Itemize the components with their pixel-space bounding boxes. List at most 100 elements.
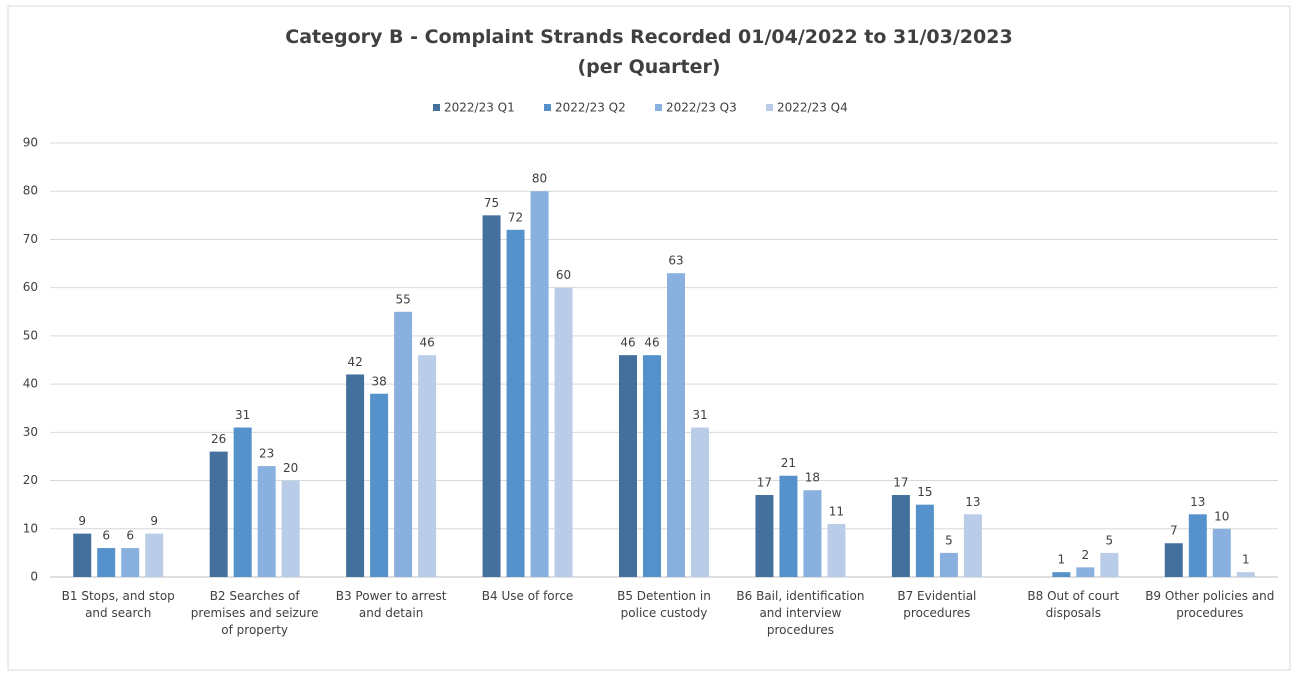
legend-swatch [655, 104, 662, 111]
data-label: 46 [620, 336, 635, 350]
bar [1100, 552, 1119, 577]
bar [915, 504, 934, 577]
y-tick-label: 30 [23, 425, 38, 439]
data-label: 7 [1170, 524, 1178, 538]
bar [1212, 528, 1231, 577]
data-label: 63 [668, 254, 683, 268]
data-label: 60 [556, 268, 571, 282]
bar [939, 552, 958, 577]
data-label: 31 [235, 408, 250, 422]
data-label: 38 [371, 374, 386, 388]
bar [418, 355, 437, 577]
data-label: 15 [917, 485, 932, 499]
bar [482, 215, 501, 578]
bar [1236, 572, 1255, 577]
bar [209, 451, 228, 577]
data-label: 17 [757, 476, 772, 490]
bar [370, 393, 389, 577]
data-label: 55 [395, 292, 410, 306]
legend-swatch [433, 104, 440, 111]
y-tick-label: 90 [23, 136, 38, 150]
x-tick-label: B6 Bail, identification and interview pr… [736, 589, 865, 637]
data-label: 31 [692, 408, 707, 422]
bar [827, 523, 846, 577]
data-label: 42 [347, 355, 362, 369]
y-tick-label: 20 [23, 473, 38, 487]
x-tick-label: B7 Evidential procedures [897, 589, 977, 620]
x-tick-label: B2 Searches of premises and seizure of p… [190, 589, 319, 637]
y-tick-label: 70 [23, 232, 38, 246]
chart-border [7, 5, 1291, 671]
bar [73, 533, 92, 577]
legend-label: 2022/23 Q1 [444, 101, 515, 115]
x-tick-label: B1 Stops, and stop and search [61, 589, 175, 620]
x-tick-label: B8 Out of court disposals [1027, 589, 1120, 620]
bar [554, 287, 573, 577]
bar [121, 548, 140, 577]
legend-label: 2022/23 Q2 [555, 101, 626, 115]
data-label: 2 [1082, 548, 1090, 562]
bar [691, 427, 709, 577]
data-label: 1 [1058, 553, 1066, 567]
x-tick-label: B5 Detention in police custody [617, 589, 711, 620]
bar [891, 495, 910, 577]
data-label: 20 [283, 461, 298, 475]
bar [619, 355, 637, 577]
data-label: 17 [893, 476, 908, 490]
chart-subtitle: (per Quarter) [577, 56, 721, 78]
x-tick-label: B3 Power to arrest and detain [335, 589, 447, 620]
data-label: 13 [1190, 495, 1205, 509]
x-tick-label: B9 Other policies and procedures [1145, 589, 1275, 620]
y-tick-label: 10 [23, 521, 38, 535]
data-label: 75 [484, 196, 499, 210]
bar [281, 480, 300, 577]
y-tick-label: 80 [23, 184, 38, 198]
bar [1188, 514, 1207, 577]
data-label: 21 [781, 456, 796, 470]
data-label: 46 [644, 336, 659, 350]
bar [145, 533, 164, 577]
data-label: 5 [1106, 533, 1114, 547]
data-label: 26 [211, 432, 226, 446]
y-tick-label: 50 [23, 328, 38, 342]
bar [233, 427, 252, 577]
bar [506, 229, 525, 578]
bar [963, 514, 982, 577]
bar [779, 475, 798, 577]
bar [97, 548, 116, 577]
y-tick-label: 0 [30, 570, 38, 584]
legend-swatch [766, 104, 773, 111]
y-tick-label: 60 [23, 280, 38, 294]
legend-swatch [544, 104, 551, 111]
data-label: 80 [532, 172, 547, 186]
data-label: 6 [126, 529, 134, 543]
bar [394, 311, 413, 577]
bar [803, 490, 822, 577]
bar [667, 273, 685, 577]
data-label: 46 [419, 336, 434, 350]
data-label: 1 [1242, 553, 1250, 567]
bar [346, 374, 365, 577]
data-label: 10 [1214, 509, 1229, 523]
data-label: 72 [508, 210, 523, 224]
legend-label: 2022/23 Q3 [666, 101, 737, 115]
x-tick-label: B4 Use of force [481, 589, 574, 603]
data-label: 18 [805, 471, 820, 485]
bar [1164, 543, 1183, 577]
data-label: 9 [78, 514, 86, 528]
y-tick-label: 40 [23, 377, 38, 391]
data-label: 23 [259, 447, 274, 461]
data-label: 13 [965, 495, 980, 509]
bar [643, 355, 661, 577]
data-label: 9 [150, 514, 158, 528]
bar [530, 191, 549, 577]
legend-label: 2022/23 Q4 [777, 101, 848, 115]
bar [755, 495, 774, 577]
data-label: 6 [102, 529, 110, 543]
bar [1052, 572, 1071, 577]
data-label: 11 [829, 504, 844, 518]
bar [257, 466, 276, 577]
bar [1076, 567, 1095, 577]
